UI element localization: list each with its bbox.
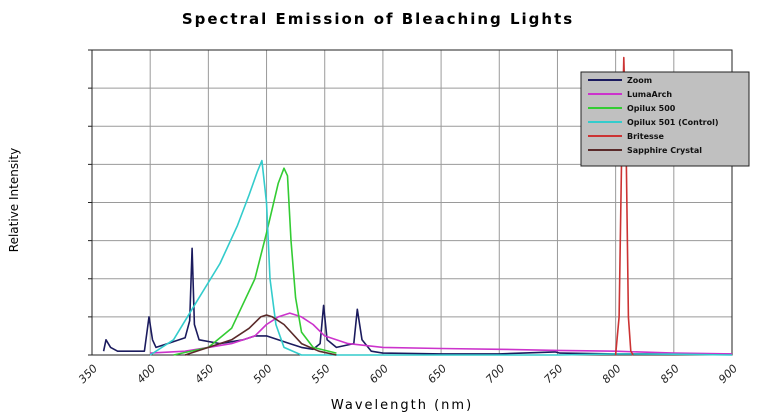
gridlines: [92, 50, 732, 355]
legend-label: Sapphire Crystal: [627, 146, 702, 155]
legend-label: Opilux 500: [627, 104, 676, 113]
x-axis-tick-labels: 350400450500550600650700750800850900950: [76, 362, 740, 386]
x-tick-label: 800: [600, 362, 624, 386]
legend-label: Opilux 501 (Control): [627, 118, 719, 127]
legend-label: Britesse: [627, 132, 665, 141]
series-line-1: [150, 312, 733, 355]
chart-title: Spectral Emission of Bleaching Lights: [182, 10, 574, 28]
x-axis-label: Wavelength (nm): [331, 398, 473, 413]
series-lines: [102, 56, 733, 356]
x-tick-label: 600: [367, 362, 391, 386]
x-tick-label: 450: [192, 362, 216, 386]
y-axis-ticks: [88, 49, 92, 356]
x-tick-label: 700: [483, 362, 507, 386]
x-tick-label: 650: [425, 362, 449, 386]
series-line-0: [102, 247, 733, 355]
x-tick-label: 350: [76, 362, 100, 386]
x-tick-label: 500: [251, 362, 275, 386]
x-tick-label: 850: [658, 362, 682, 386]
legend: Zoom LumaArch Opilux 500 Opilux 501 (Contro…: [580, 71, 750, 167]
series-line-3: [149, 159, 733, 356]
series-line-5: [184, 314, 337, 356]
x-tick-label: 900: [716, 362, 740, 386]
x-tick-label: 400: [134, 362, 158, 386]
x-tick-label: 750: [542, 362, 566, 386]
x-tick-label: 550: [309, 362, 333, 386]
legend-label: LumaArch: [627, 90, 672, 99]
y-axis-label: Relative Intensity: [7, 148, 21, 252]
series-line-2: [173, 167, 337, 356]
legend-label: Zoom: [627, 76, 652, 85]
